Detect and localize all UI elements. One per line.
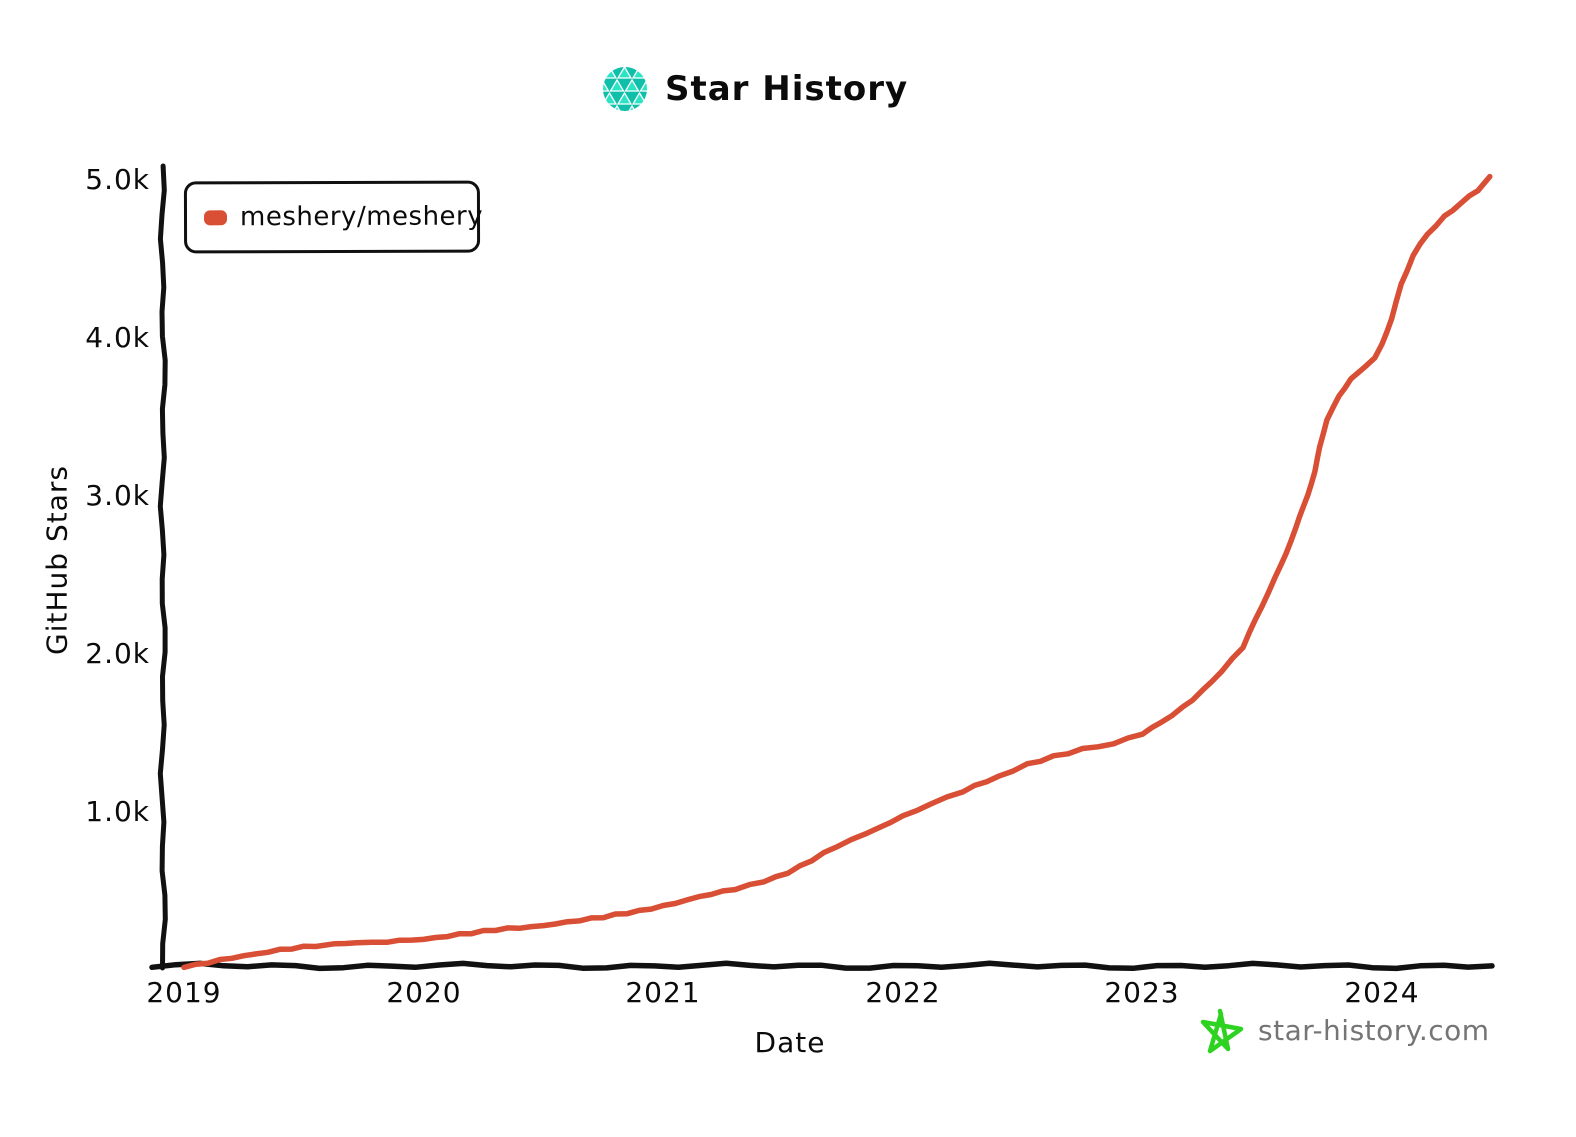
y-tick-5k: 5.0k	[85, 163, 150, 196]
x-tick-2022: 2022	[865, 976, 941, 1009]
y-tick-2k: 2.0k	[85, 637, 150, 670]
chart-title: Star History	[665, 69, 909, 109]
x-tick-2023: 2023	[1104, 976, 1180, 1009]
y-axis-line	[157, 163, 168, 971]
x-axis-line	[149, 960, 1495, 972]
y-tick-1k: 1.0k	[85, 795, 150, 828]
series-line-meshery	[181, 173, 1493, 971]
watermark-text: star-history.com	[1258, 1013, 1490, 1047]
x-tick-2021: 2021	[625, 976, 701, 1009]
y-axis-label: GitHub Stars	[40, 465, 74, 655]
y-tick-4k: 4.0k	[85, 321, 150, 354]
watermark-link[interactable]: star-history.com	[1200, 1006, 1490, 1054]
chart-title-bar: Star History	[602, 66, 908, 112]
x-tick-2020: 2020	[386, 976, 462, 1009]
star-history-logo-icon	[603, 67, 647, 111]
x-tick-2019: 2019	[146, 976, 222, 1009]
x-axis-label: Date	[754, 1026, 826, 1059]
y-tick-3k: 3.0k	[85, 479, 150, 512]
x-tick-2024: 2024	[1344, 976, 1420, 1009]
green-star-icon	[1200, 1008, 1244, 1054]
